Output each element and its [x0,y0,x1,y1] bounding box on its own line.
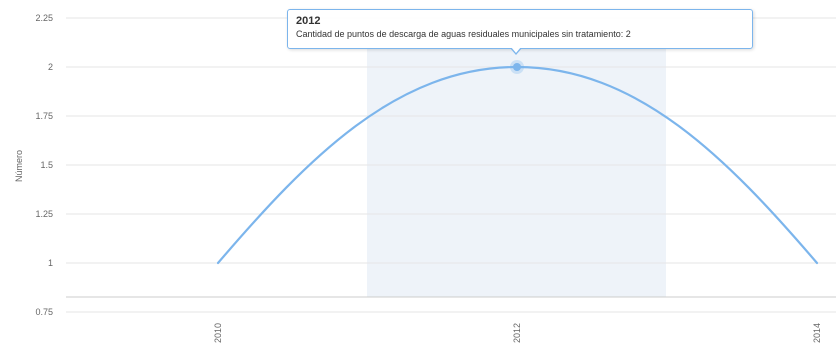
y-tick-label: 2.25 [35,13,53,23]
tooltip-arrow-inner [511,47,521,53]
y-tick-label: 1 [48,258,53,268]
grid-lines [66,17,836,313]
x-tick-label: 2014 [812,323,822,343]
y-tick-label: 1.25 [35,209,53,219]
y-axis-label: Número [14,150,24,182]
tooltip-title: 2012 [296,15,321,27]
tooltip: 2012 Cantidad de puntos de descarga de a… [287,9,753,49]
y-tick-label: 0.75 [35,307,53,317]
y-tick-label: 1.75 [35,111,53,121]
data-point-2012[interactable] [513,63,521,71]
y-tick-label: 2 [48,62,53,72]
x-axis-ticks: 2010 2012 2014 [213,323,822,343]
highlight-band [367,18,666,297]
data-points [510,60,524,74]
x-tick-label: 2012 [512,323,522,343]
tooltip-body: Cantidad de puntos de descarga de aguas … [296,29,631,39]
y-tick-label: 1.5 [40,160,53,170]
x-tick-label: 2010 [213,323,223,343]
y-axis-ticks: 0.75 1 1.25 1.5 1.75 2 2.25 [35,13,53,317]
